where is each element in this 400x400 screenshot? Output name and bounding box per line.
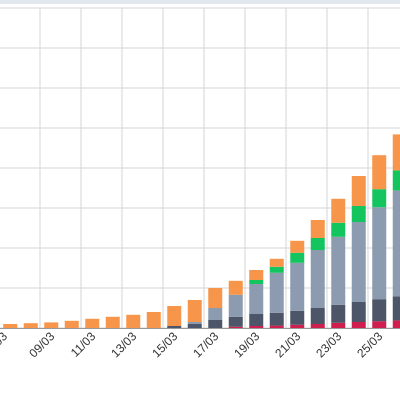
bar-segment-green <box>331 222 346 237</box>
bar-segment-slate <box>372 207 387 300</box>
bar-segment-slate <box>269 272 284 313</box>
bar-segment-orange <box>269 258 284 267</box>
bar-segment-orange <box>351 176 366 206</box>
x-tick-label: 07/03 <box>0 329 10 360</box>
bar-segment-orange <box>290 240 305 253</box>
chart-grid <box>0 7 400 329</box>
bar-segment-crimson <box>228 326 243 328</box>
bar-segment-crimson <box>331 322 346 328</box>
bar-segment-orange <box>331 198 346 223</box>
x-tick-label: 21/03 <box>272 329 303 360</box>
bar-segment-dark <box>228 316 243 327</box>
bar-segment-dark <box>208 320 223 328</box>
bar-segment-dark <box>249 314 264 326</box>
top-strip <box>0 0 400 4</box>
bar-segment-slate <box>228 294 243 317</box>
bar-segment-dark <box>392 296 400 321</box>
chart-bars <box>3 134 400 328</box>
bar-segment-crimson <box>269 325 284 328</box>
bar-segment-orange <box>310 220 325 238</box>
bar-segment-orange <box>228 280 243 295</box>
bar-segment-slate <box>249 284 264 314</box>
bar-segment-orange <box>208 288 223 308</box>
bar-segment-orange <box>3 324 18 328</box>
bar-segment-dark <box>351 302 366 322</box>
bar-segment-crimson <box>392 320 400 328</box>
x-tick-label: 09/03 <box>26 329 57 360</box>
bar-segment-orange <box>372 155 387 190</box>
bar-segment-orange <box>146 312 161 328</box>
bar-segment-slate <box>290 262 305 311</box>
bar-segment-slate <box>331 236 346 305</box>
bar-segment-dark <box>331 304 346 323</box>
bar-segment-orange <box>392 134 400 171</box>
bar-segment-green <box>372 189 387 208</box>
bar-segment-orange <box>167 306 182 326</box>
bar-segment-orange <box>187 300 202 322</box>
bar-segment-orange <box>64 320 79 328</box>
bar-segment-slate <box>310 250 325 308</box>
bar-segment-slate <box>187 322 202 324</box>
bar-segment-crimson <box>372 321 387 328</box>
bar-segment-slate <box>351 222 366 302</box>
x-tick-label: 11/03 <box>68 329 99 360</box>
x-tick-label: 25/03 <box>354 329 385 360</box>
bar-segment-orange <box>44 322 59 328</box>
bar-segment-green <box>351 206 366 222</box>
bar-segment-dark <box>372 299 387 322</box>
bar-segment-dark <box>310 308 325 324</box>
bar-segment-dark <box>290 310 305 325</box>
bar-segment-crimson <box>290 324 305 328</box>
bar-segment-orange <box>249 270 264 280</box>
bar-segment-green <box>392 170 400 191</box>
x-tick-label: 13/03 <box>108 329 139 360</box>
bar-segment-green <box>269 266 284 273</box>
bar-segment-green <box>290 252 305 263</box>
bar-segment-crimson <box>249 326 264 328</box>
x-axis: 07/03 09/03 11/03 13/03 15/03 17/03 19/03 21/03… <box>0 328 400 360</box>
bar-segment-orange <box>126 314 141 328</box>
bar-segment-dark <box>187 324 202 328</box>
bar-segment-slate <box>392 190 400 297</box>
x-tick-label: 15/03 <box>149 329 180 360</box>
bar-segment-green <box>249 280 264 284</box>
bar-segment-orange <box>85 318 100 328</box>
bar-segment-orange <box>23 323 38 328</box>
bar-segment-crimson <box>310 324 325 328</box>
x-tick-label: 19/03 <box>231 329 262 360</box>
bar-segment-crimson <box>351 322 366 328</box>
bar-segment-dark <box>167 326 182 328</box>
bar-segment-orange <box>105 316 120 328</box>
bar-segment-slate <box>208 308 223 320</box>
bar-segment-green <box>310 238 325 250</box>
bar-segment-dark <box>269 312 284 326</box>
x-tick-label: 23/03 <box>313 329 344 360</box>
x-tick-label: 17/03 <box>190 329 221 360</box>
